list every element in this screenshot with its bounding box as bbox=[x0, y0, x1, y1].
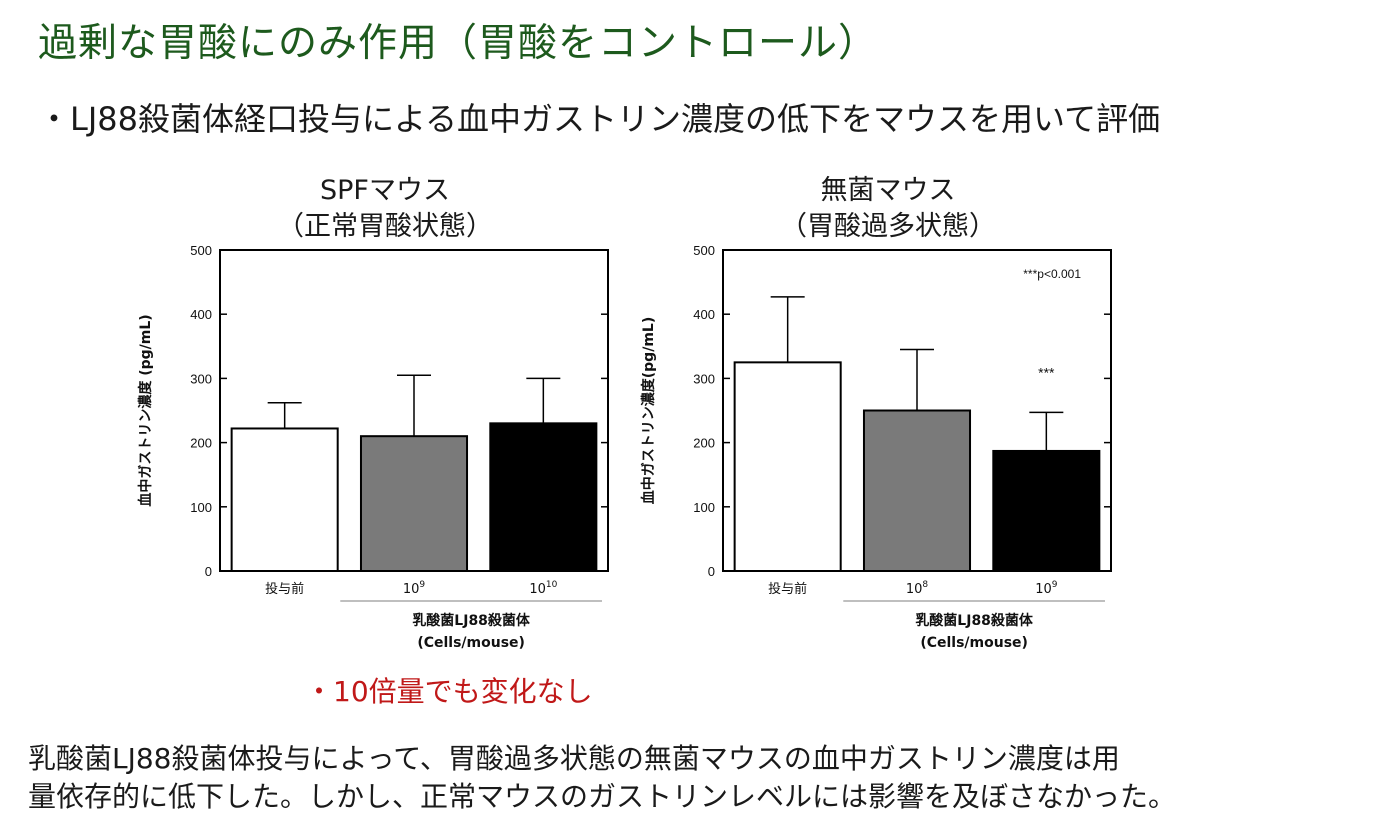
x-axis-label-line1: 乳酸菌LJ88殺菌体 bbox=[915, 612, 1034, 629]
y-axis-label: 血中ガストリン濃度(pg/mL) bbox=[640, 317, 657, 504]
chart-title-line2: （正常胃酸状態） bbox=[277, 211, 493, 242]
conclusion-line-1: 乳酸菌LJ88殺菌体投与によって、胃酸過多状態の無菌マウスの血中ガストリン濃度は… bbox=[28, 742, 1120, 775]
chart-title-line2: （胃酸過多状態） bbox=[780, 211, 996, 242]
bar bbox=[992, 449, 1101, 573]
y-tick-label: 500 bbox=[693, 243, 715, 258]
chart-title-line1: 無菌マウス bbox=[820, 175, 956, 206]
x-tick-exponent: 8 bbox=[922, 580, 928, 590]
bar bbox=[733, 361, 842, 572]
y-tick-label: 0 bbox=[205, 564, 212, 579]
conclusion-line-2: 量依存的に低下した。しかし、正常マウスのガストリンレベルには影響を及ぼさなかった… bbox=[28, 780, 1177, 813]
x-tick-label: 投与前 bbox=[265, 581, 304, 597]
x-tick-label: 109 bbox=[403, 580, 426, 597]
y-tick-label: 500 bbox=[190, 243, 212, 258]
y-tick-label: 200 bbox=[190, 436, 212, 451]
bar bbox=[230, 427, 339, 573]
y-tick-label: 100 bbox=[190, 500, 212, 515]
x-tick-label: 1010 bbox=[529, 580, 557, 597]
x-tick-label: 109 bbox=[1035, 580, 1058, 597]
chart-spf-mouse: SPFマウス （正常胃酸状態） 0 100 200 300 400 500 血中ガストリン濃… bbox=[105, 168, 665, 668]
y-tick-label: 300 bbox=[190, 371, 212, 386]
page-subtitle: ・LJ88殺菌体経口投与による血中ガストリン濃度の低下をマウスを用いて評価 bbox=[38, 100, 1161, 138]
conclusion-text: 乳酸菌LJ88殺菌体投与によって、胃酸過多状態の無菌マウスの血中ガストリン濃度は… bbox=[28, 740, 1176, 816]
y-tick-label: 400 bbox=[190, 307, 212, 322]
significance-mark: *** bbox=[1038, 364, 1055, 380]
x-tick-exponent: 10 bbox=[546, 580, 558, 590]
chart-germfree-mouse: 無菌マウス （胃酸過多状態） 0 100 200 300 400 500 血中ガストリン濃度… bbox=[608, 168, 1168, 668]
x-tick-label: 108 bbox=[906, 580, 929, 597]
bar bbox=[489, 422, 598, 572]
y-tick-label: 0 bbox=[708, 564, 715, 579]
y-tick-label: 100 bbox=[693, 500, 715, 515]
y-axis-label: 血中ガストリン濃度 (pg/mL) bbox=[137, 314, 154, 506]
x-tick-exponent: 9 bbox=[419, 580, 425, 590]
x-tick-exponent: 9 bbox=[1052, 580, 1058, 590]
y-tick-label: 400 bbox=[693, 307, 715, 322]
bar bbox=[359, 435, 469, 572]
bar bbox=[862, 409, 972, 572]
y-tick-label: 200 bbox=[693, 436, 715, 451]
x-axis-label-line1: 乳酸菌LJ88殺菌体 bbox=[412, 612, 531, 629]
x-axis-label-line2: (Cells/mouse) bbox=[417, 635, 525, 651]
p-value-note: ***p<0.001 bbox=[1023, 267, 1081, 281]
x-tick-label: 投与前 bbox=[768, 581, 807, 597]
page-title: 過剰な胃酸にのみ作用（胃酸をコントロール） bbox=[38, 21, 879, 66]
y-tick-label: 300 bbox=[693, 371, 715, 386]
x-axis-label-line2: (Cells/mouse) bbox=[920, 635, 1028, 651]
no-change-note: ・10倍量でも変化なし bbox=[305, 675, 593, 708]
bar-chart-svg: 0 100 200 300 400 500 血中ガストリン濃度(pg/mL) 投与前 108 10… bbox=[640, 243, 1112, 651]
chart-title-line1: SPFマウス bbox=[320, 175, 450, 206]
